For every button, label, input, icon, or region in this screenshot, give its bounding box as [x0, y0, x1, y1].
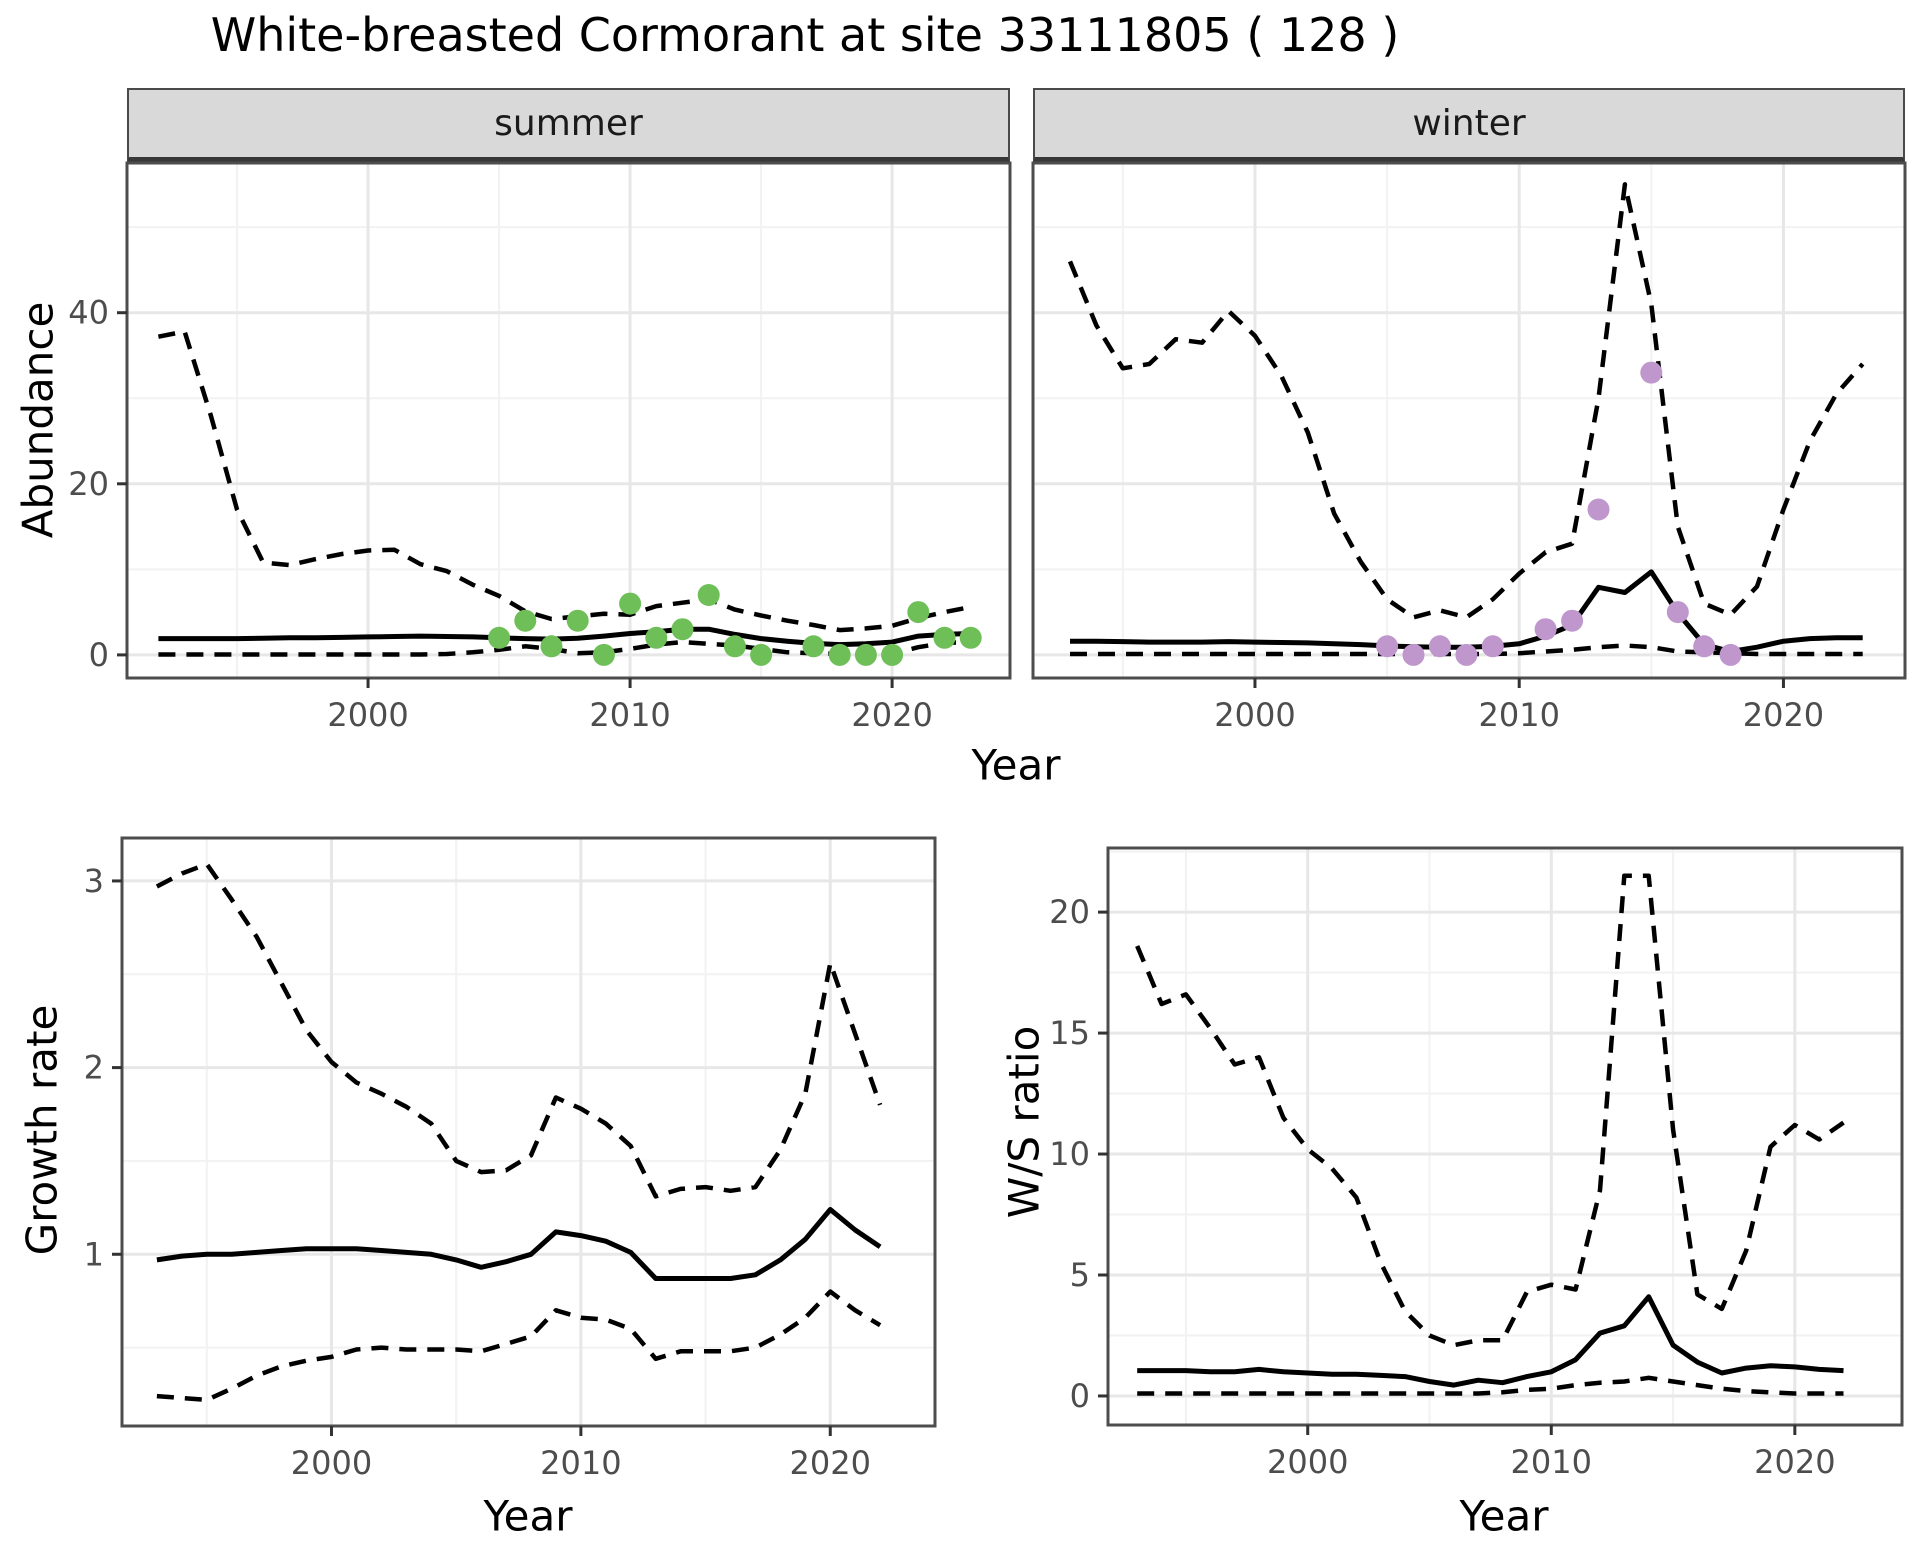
data-point — [697, 584, 720, 606]
panel-background — [1033, 163, 1905, 678]
data-point — [881, 643, 904, 666]
data-point — [1719, 643, 1742, 666]
data-point — [1428, 635, 1451, 658]
grid-major — [1108, 848, 1902, 1425]
data-point — [514, 609, 537, 632]
series-fit — [158, 626, 971, 648]
y-tick-label: 2 — [84, 1049, 104, 1087]
panel-background — [127, 163, 1010, 678]
axis-ticks-growth-rate: 2000 2010 2020 1 2 3 — [84, 862, 871, 1482]
grid-minor — [127, 163, 1010, 678]
data-point — [907, 601, 930, 624]
data-point — [592, 643, 615, 666]
data-point — [488, 626, 511, 649]
x-tick-label: 2010 — [589, 696, 670, 734]
panel-background — [122, 838, 935, 1426]
x-tick-label: 2020 — [851, 696, 932, 734]
data-point — [1693, 635, 1716, 658]
panel-border — [1031, 161, 1907, 680]
data-point — [1587, 498, 1610, 521]
y-tick-label: 0 — [1070, 1377, 1090, 1415]
data-point — [959, 626, 982, 649]
y-tick-label: 20 — [1049, 893, 1090, 931]
page-title: White-breasted Cormorant at site 3311180… — [210, 8, 1400, 62]
facet-strip-summer: summer — [127, 88, 1010, 163]
data-point — [540, 635, 563, 658]
facet-label-winter: winter — [1412, 103, 1526, 144]
y-axis-title-ws-ratio: W/S ratio — [999, 1025, 1049, 1219]
y-tick-label: 0 — [89, 636, 109, 674]
data-point — [933, 626, 956, 649]
y-tick-label: 20 — [68, 465, 109, 503]
series-lower-ci — [156, 1289, 882, 1403]
x-tick-label: 2010 — [540, 1444, 621, 1482]
y-tick-label: 3 — [84, 862, 104, 900]
data-point — [1376, 635, 1399, 658]
data-point — [1455, 643, 1478, 666]
panel-ws-ratio: 2000 2010 2020 0 5 10 15 20 — [1049, 846, 1904, 1481]
series-upper-ci — [1067, 182, 1865, 620]
series-upper-ci — [1135, 873, 1845, 1348]
grid-minor — [1033, 163, 1905, 678]
x-axis-title-year-bottom-left: Year — [483, 1491, 573, 1541]
x-tick-label: 2010 — [1478, 696, 1559, 734]
x-tick-label: 2020 — [1754, 1443, 1835, 1481]
y-tick-label: 5 — [1070, 1256, 1090, 1294]
data-point — [671, 618, 694, 641]
y-axis-title-abundance: Abundance — [13, 301, 63, 539]
data-point — [1640, 361, 1663, 384]
axis-ticks-abundance-summer: 2000 2010 2020 0 20 40 — [68, 294, 933, 734]
data-point — [619, 592, 642, 615]
data-point — [1561, 609, 1584, 632]
data-point — [1481, 635, 1504, 658]
data-point — [1402, 643, 1425, 666]
y-axis-title-growth-rate: Growth rate — [17, 1004, 67, 1256]
series-fit — [1137, 1294, 1844, 1388]
x-tick-label: 2010 — [1511, 1443, 1592, 1481]
observed-counts-summer — [488, 584, 982, 666]
x-axis-title-year-bottom-right: Year — [1459, 1491, 1549, 1541]
data-point — [802, 635, 825, 658]
panel-border — [1106, 846, 1904, 1427]
grid-minor — [122, 838, 935, 1426]
y-tick-label: 10 — [1049, 1135, 1090, 1173]
x-tick-label: 2020 — [790, 1444, 871, 1482]
panel-abundance-summer: 2000 2010 2020 0 20 40 — [68, 161, 1012, 734]
series-upper-ci — [157, 329, 972, 633]
series-lower-ci — [1137, 1375, 1844, 1396]
data-point — [828, 643, 851, 666]
y-tick-label: 1 — [84, 1235, 104, 1273]
panel-border — [125, 161, 1012, 680]
facet-label-summer: summer — [494, 103, 643, 144]
panel-border — [120, 836, 937, 1428]
x-axis-title-year-top: Year — [971, 740, 1061, 790]
x-tick-label: 2020 — [1743, 696, 1824, 734]
axis-ticks-ws-ratio: 2000 2010 2020 0 5 10 15 20 — [1049, 893, 1835, 1481]
data-point — [566, 609, 589, 632]
facet-strip-winter: winter — [1033, 88, 1905, 163]
panel-abundance-winter: 2000 2010 2020 — [1031, 161, 1907, 734]
x-tick-label: 2000 — [1214, 696, 1295, 734]
panel-growth-rate: 2000 2010 2020 1 2 3 — [84, 836, 937, 1482]
data-point — [1666, 601, 1689, 624]
x-tick-label: 2000 — [291, 1444, 372, 1482]
data-point — [750, 643, 773, 666]
x-tick-label: 2000 — [327, 696, 408, 734]
data-point — [645, 626, 668, 649]
y-tick-label: 40 — [68, 294, 109, 332]
series-upper-ci — [155, 861, 883, 1199]
observed-counts-winter — [1376, 361, 1742, 666]
panel-background — [1108, 848, 1902, 1425]
data-point — [1534, 618, 1557, 641]
axis-ticks-abundance-winter: 2000 2010 2020 — [1214, 678, 1824, 734]
series-fit — [156, 1207, 882, 1281]
data-point — [854, 643, 877, 666]
x-tick-label: 2000 — [1267, 1443, 1348, 1481]
data-point — [723, 635, 746, 658]
y-tick-label: 15 — [1049, 1014, 1090, 1052]
